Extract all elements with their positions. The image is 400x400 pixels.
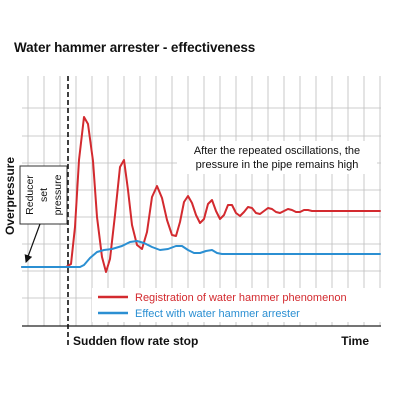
y-axis-label: Overpressure [3,157,17,235]
x-axis-label: Time [341,334,369,348]
oscillation-note-line-2: pressure in the pipe remains high [196,159,359,171]
legend-background [92,288,381,322]
series-lines [21,116,381,273]
oscillation-note: After the repeated oscillations, the pre… [177,141,377,174]
legend-label-water-hammer: Registration of water hammer phenomenon [135,292,347,304]
legend: Registration of water hammer phenomenon … [92,288,381,322]
oscillation-note-line-1: After the repeated oscillations, the [194,145,360,157]
series-line-water-hammer [21,116,381,273]
series-line-arrester [21,240,381,268]
legend-label-arrester: Effect with water hammer arrester [135,308,300,320]
reducer-box [19,165,68,225]
oscillation-note-background [177,141,377,174]
chart-title: Water hammer arrester - effectiveness [14,40,256,55]
reducer-arrow [24,223,41,263]
reducer-line-1: Reducer [24,175,36,215]
event-label: Sudden flow rate stop [73,334,198,348]
reducer-line-2: set [38,188,50,202]
axes [22,76,381,346]
reducer-line-3: pressure [52,174,64,215]
reducer-annotation: Reducer set pressure [19,165,68,263]
